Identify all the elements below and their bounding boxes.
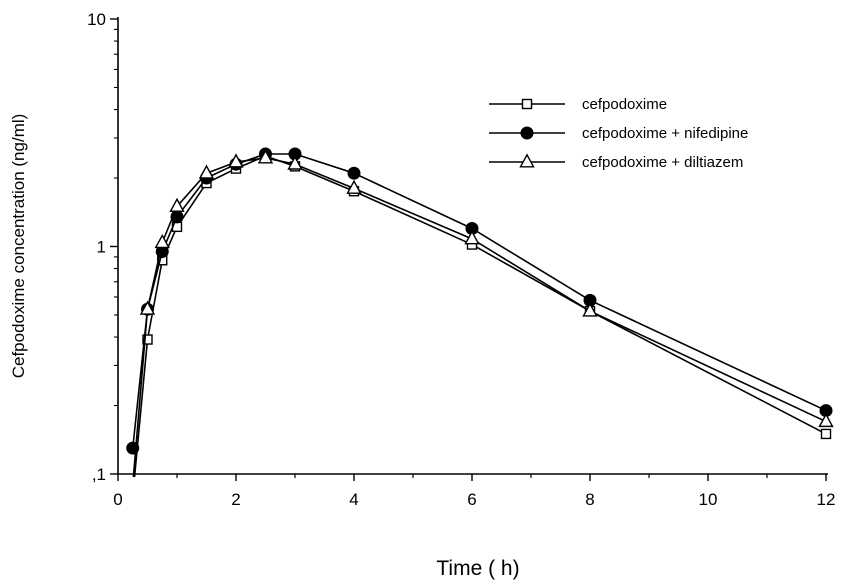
legend-label: cefpodoxime + nifedipine [582, 125, 748, 142]
series-line [133, 155, 827, 477]
legend-label: cefpodoxime + diltiazem [582, 154, 743, 171]
legend-marker [520, 126, 534, 140]
series-line [131, 153, 827, 449]
data-point [169, 197, 185, 212]
data-point [582, 302, 598, 317]
x-tick-label: 10 [699, 490, 718, 509]
x-tick-label: 0 [113, 490, 122, 509]
data-point [287, 155, 303, 170]
y-tick-label: ,1 [92, 465, 106, 484]
data-point [139, 300, 156, 315]
legend-label: cefpodoxime [582, 96, 667, 113]
x-tick-label: 12 [817, 490, 836, 509]
series-layer [126, 147, 834, 477]
y-ticks: ,1 1 10 [87, 10, 118, 484]
legend: cefpodoxime cefpodoxime + nifedipine cefpo… [489, 96, 748, 171]
series-1 [133, 150, 832, 477]
series-3 [132, 149, 834, 477]
data-point [154, 233, 170, 249]
legend-marker [521, 98, 533, 110]
x-tick-label: 4 [349, 490, 358, 509]
x-axis-title: Time ( h) [436, 557, 519, 580]
x-ticks: 0 2 4 6 8 10 12 [113, 474, 835, 509]
legend-item: cefpodoxime + nifedipine [489, 125, 748, 142]
data-point [464, 230, 480, 245]
data-point [142, 334, 153, 345]
legend-item: cefpodoxime + diltiazem [489, 153, 743, 171]
y-axis-title: Cefpodoxime concentration (ng/ml) [9, 114, 28, 379]
y-tick-label: 1 [97, 238, 106, 257]
x-tick-label: 6 [467, 490, 476, 509]
x-tick-label: 8 [585, 490, 594, 509]
data-point [228, 153, 244, 168]
y-tick-label: 10 [87, 10, 106, 29]
series-line [132, 157, 827, 477]
data-point [198, 164, 215, 179]
data-point [257, 149, 274, 164]
data-point [346, 179, 362, 194]
x-tick-label: 2 [231, 490, 240, 509]
data-point [820, 428, 832, 440]
legend-marker [519, 153, 535, 168]
legend-item: cefpodoxime [489, 96, 667, 113]
data-point [818, 412, 834, 428]
data-point [347, 166, 361, 180]
series-2 [126, 147, 833, 455]
